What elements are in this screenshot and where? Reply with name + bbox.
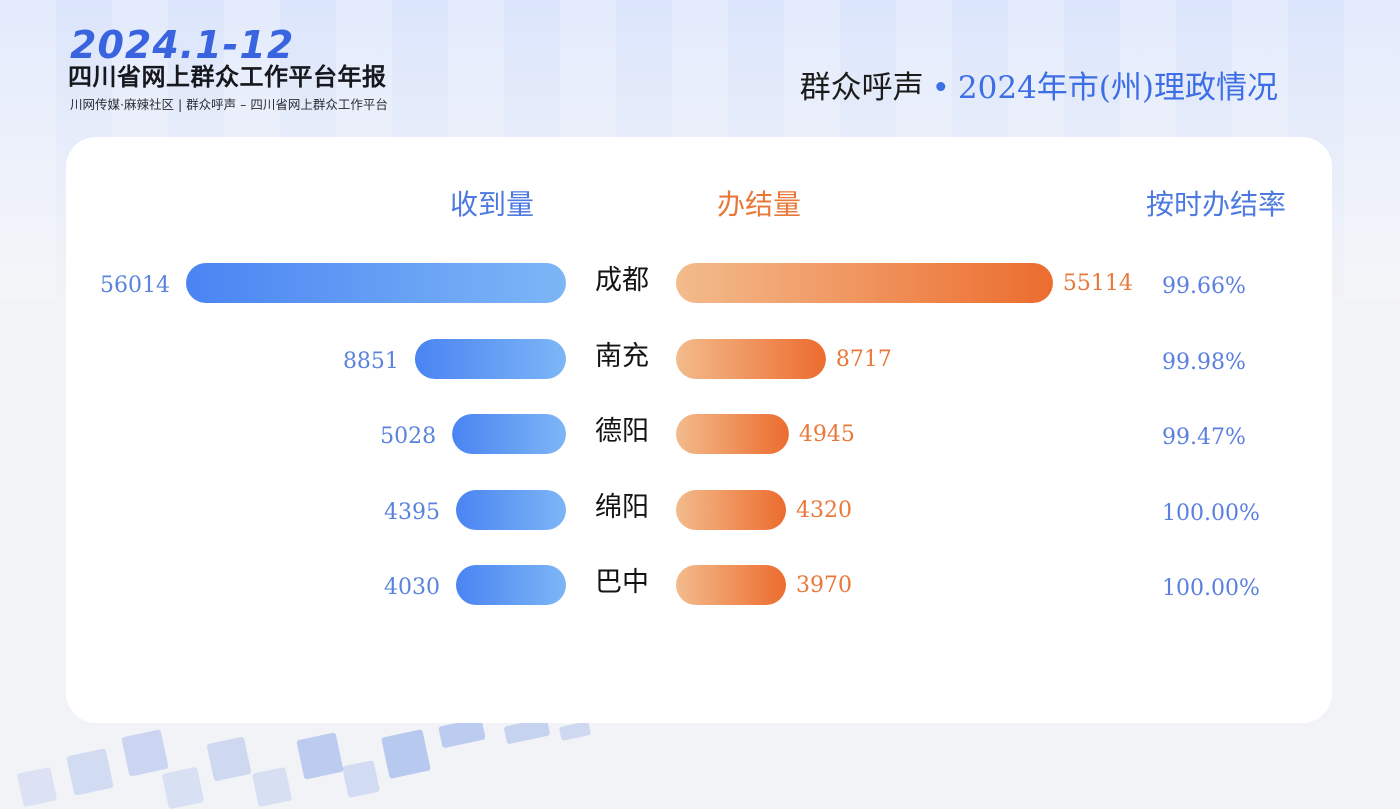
city-label: 德阳: [595, 416, 649, 447]
rate-label: 99.98%: [1162, 350, 1246, 375]
headline-section: 群众呼声: [799, 70, 924, 106]
city-label: 巴中: [595, 567, 649, 598]
completed-value-label: 4945: [799, 422, 855, 447]
completed-value-label: 55114: [1063, 271, 1133, 296]
received-bar: [414, 339, 566, 379]
received-bar: [186, 263, 566, 303]
completed-value-label: 4320: [796, 498, 852, 523]
brand-title: 四川省网上群众工作平台年报: [68, 63, 387, 91]
received-bar: [452, 414, 566, 454]
headline-topic: 2024年市(州)理政情况: [957, 70, 1278, 106]
received-value-label: 8851: [343, 349, 399, 374]
column-header-received: 收到量: [450, 188, 535, 221]
city-label: 绵阳: [595, 492, 649, 523]
completed-value-label: 8717: [836, 347, 892, 372]
rate-label: 99.66%: [1162, 274, 1246, 299]
rate-label: 99.47%: [1162, 425, 1246, 450]
completed-bar: [676, 339, 826, 379]
page-headline: 群众呼声 • 2024年市(州)理政情况: [800, 66, 1278, 110]
completed-bar: [676, 490, 786, 530]
received-value-label: 56014: [100, 273, 170, 298]
butterfly-bar-chart: 56014 成都 55114 99.66% 8851 南充 8717 99.98% 5028 德阳…: [100, 263, 1260, 605]
received-value-label: 5028: [380, 424, 436, 449]
column-header-completed: 办结量: [717, 188, 802, 221]
city-label: 成都: [595, 265, 649, 296]
completed-value-label: 3970: [796, 573, 852, 598]
received-bar: [456, 490, 566, 530]
received-value-label: 4030: [384, 575, 440, 600]
completed-bar: [676, 565, 786, 605]
brand-year: 2024.1-12: [70, 23, 295, 67]
received-value-label: 4395: [384, 500, 440, 525]
column-header-rate: 按时办结率: [1146, 188, 1287, 221]
completed-bar: [676, 263, 1053, 303]
headline-dot: •: [931, 70, 950, 106]
completed-bar: [676, 414, 789, 454]
brand-subtitle: 川网传媒·麻辣社区 | 群众呼声 – 四川省网上群众工作平台: [70, 97, 388, 112]
city-label: 南充: [595, 341, 649, 372]
rate-label: 100.00%: [1162, 576, 1260, 601]
received-bar: [456, 565, 566, 605]
rate-label: 100.00%: [1162, 501, 1260, 526]
